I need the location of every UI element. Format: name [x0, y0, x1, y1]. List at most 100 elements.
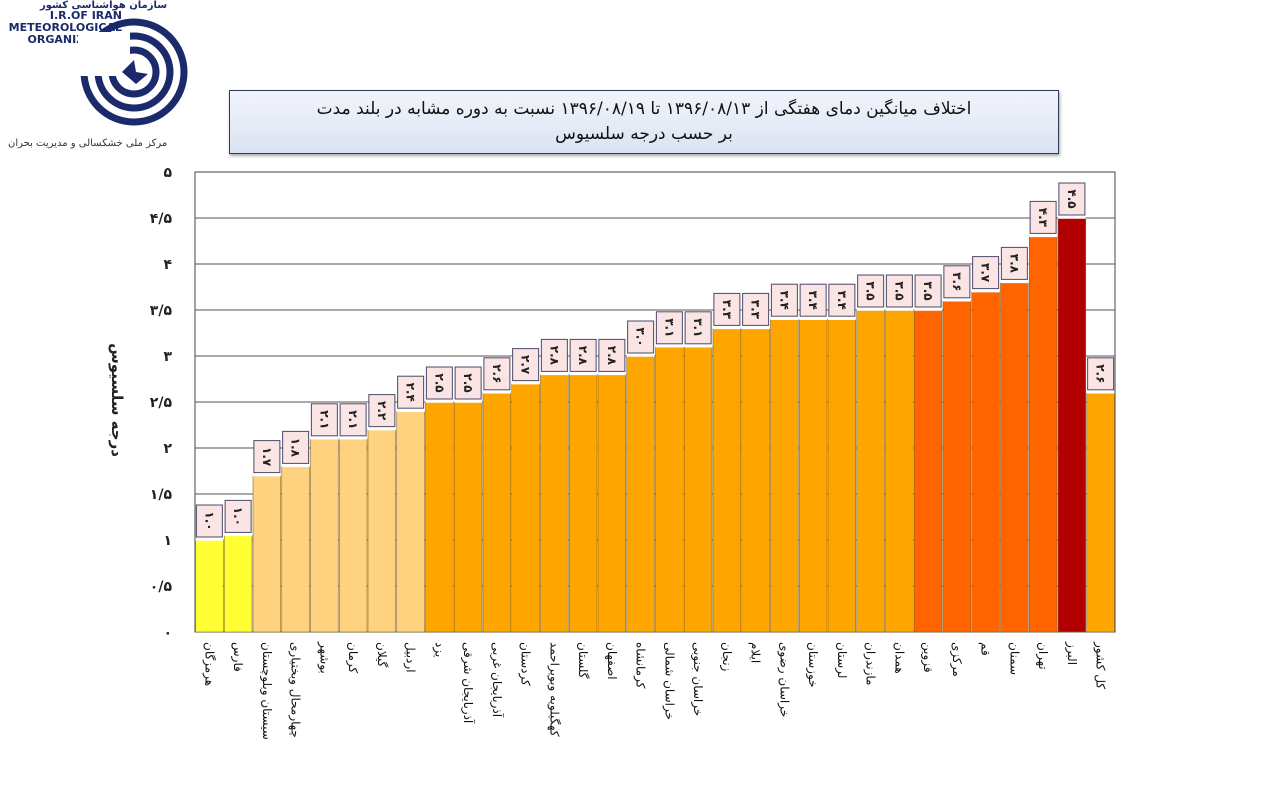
bar: [741, 328, 770, 633]
value-label-box: [195, 504, 223, 538]
value-label: ۲.۵: [461, 373, 475, 392]
value-label-box: [224, 499, 252, 533]
value-label-box: [1000, 246, 1028, 280]
value-label-box: [1058, 182, 1086, 216]
x-tick-label: خوزستان: [805, 642, 820, 688]
value-label-box: [397, 375, 425, 409]
y-tick-label: ۰: [163, 625, 172, 641]
value-label: ۲.۴: [404, 383, 418, 402]
value-label: ۱.۰: [202, 511, 216, 530]
y-tick-label: ۳: [163, 349, 172, 365]
y-tick-label: ۵: [163, 165, 172, 181]
x-tick-label: اردبیل: [403, 642, 418, 673]
value-label-box: [799, 283, 827, 317]
value-label-box: [483, 357, 511, 391]
bar: [856, 309, 885, 633]
bar: [1028, 236, 1058, 633]
value-label: ۴.۵: [1065, 189, 1079, 208]
x-tick-label: چهارمحال وبختیاری: [288, 642, 303, 738]
bar: [712, 328, 742, 633]
x-tick-label: تهران: [1035, 642, 1050, 670]
value-label: ۳.۵: [892, 281, 906, 300]
x-tick-label: سیستان وبلوچستان: [259, 642, 274, 740]
x-tick-label: آذربایجان شرقی: [460, 642, 476, 724]
value-label: ۳.۶: [950, 272, 964, 291]
org-name-fa: سازمان هواشناسی کشور: [40, 0, 168, 11]
x-tick-label: لرستان: [834, 642, 849, 678]
bar: [885, 309, 914, 633]
bar: [1086, 392, 1115, 633]
value-label: ۳.۰: [634, 327, 648, 346]
value-label: ۴.۳: [1036, 208, 1050, 228]
chart-title-line2: بر حسب درجه سلسیوس: [555, 124, 733, 144]
y-tick-label: ۴/۵: [150, 211, 173, 227]
value-label-box: [770, 283, 798, 317]
value-label-box: [339, 403, 367, 437]
x-tick-label: اصفهان: [605, 642, 619, 680]
value-label: ۳.۸: [1007, 254, 1021, 274]
value-label-box: [1087, 357, 1115, 391]
bar: [396, 410, 425, 633]
bar: [511, 383, 540, 633]
value-label-box: [655, 311, 683, 345]
value-label: ۲.۶: [1094, 364, 1108, 383]
x-tick-label: ایلام: [749, 642, 763, 663]
value-label: ۲.۶: [490, 364, 504, 383]
value-label: ۳.۱: [662, 318, 676, 337]
bar: [655, 346, 684, 633]
x-tick-label: گلستان: [576, 642, 590, 679]
bar: [827, 318, 857, 633]
x-tick-label: خراسان رضوی: [776, 642, 791, 717]
x-tick-label: کرمانشاه: [633, 642, 648, 689]
bar: [482, 392, 512, 633]
x-tick-label: همدان: [892, 642, 906, 674]
y-tick-label: ۰/۵: [150, 579, 173, 595]
x-tick-label: خراسان شمالی: [661, 642, 676, 720]
y-tick-label: ۲: [163, 441, 172, 457]
value-label-box: [569, 338, 597, 372]
value-label: ۱.۸: [289, 438, 303, 458]
value-label: ۲.۲: [375, 401, 389, 421]
y-tick-label: ۴: [163, 257, 172, 273]
x-tick-label: کرمان: [345, 642, 360, 674]
y-tick-label: ۲/۵: [150, 395, 173, 411]
x-tick-label: قم: [979, 642, 993, 656]
x-tick-label: گیلان: [375, 642, 389, 668]
org-name-en-line2: METEOROLOGICAL: [8, 21, 122, 34]
bar: [597, 374, 627, 633]
value-label: ۳.۴: [835, 291, 849, 310]
value-label-box: [885, 274, 913, 308]
bar: [223, 535, 253, 633]
value-label-box: [253, 440, 281, 474]
x-tick-label: مرکزی: [949, 642, 964, 677]
value-label-box: [310, 403, 338, 437]
x-tick-label: هرمزگان: [201, 642, 216, 686]
bar: [195, 539, 224, 633]
y-tick-label: ۱: [163, 533, 172, 549]
emblem-icon: [78, 18, 188, 126]
bar: [1000, 282, 1029, 633]
x-tick-label: کهگیلویه وبویراحمد: [546, 642, 561, 737]
value-label-box: [1029, 200, 1057, 234]
value-label: ۳.۵: [864, 281, 878, 300]
center-name-fa: مرکز ملی خشکسالی و مدیریت بحران: [8, 138, 168, 149]
bar: [338, 438, 368, 633]
value-label-box: [742, 292, 770, 326]
value-label-box: [454, 366, 482, 400]
chart-title-line1: اختلاف میانگین دمای هفتگی از ۱۳۹۶/۰۸/۱۳ …: [316, 99, 972, 119]
value-label-box: [512, 348, 540, 382]
x-tick-label: یزد: [431, 642, 446, 657]
x-tick-label: مازندران: [863, 642, 878, 685]
bar: [281, 466, 310, 633]
bar: [971, 291, 1000, 633]
bar: [942, 300, 972, 633]
bar: [453, 401, 483, 633]
x-tick-label: خراسان جنوبی: [690, 642, 705, 716]
value-label-box: [540, 338, 568, 372]
x-tick-label: زنجان: [719, 642, 734, 672]
value-label: ۳.۷: [979, 263, 993, 283]
value-label: ۳.۴: [806, 291, 820, 310]
value-label: ۳.۵: [921, 281, 935, 300]
value-label: ۲.۵: [432, 373, 446, 392]
